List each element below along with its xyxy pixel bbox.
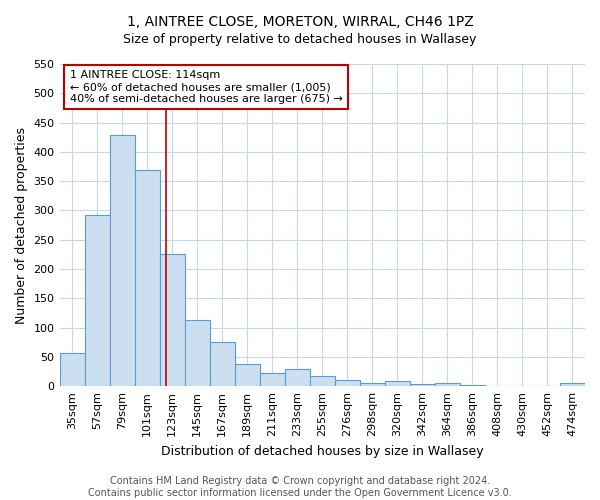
Bar bbox=[260, 374, 285, 386]
Text: Contains HM Land Registry data © Crown copyright and database right 2024.
Contai: Contains HM Land Registry data © Crown c… bbox=[88, 476, 512, 498]
Bar bbox=[385, 382, 410, 386]
Bar bbox=[460, 385, 485, 386]
Y-axis label: Number of detached properties: Number of detached properties bbox=[15, 126, 28, 324]
Bar bbox=[410, 384, 435, 386]
Bar bbox=[435, 384, 460, 386]
Bar bbox=[134, 170, 160, 386]
Bar bbox=[310, 376, 335, 386]
Bar bbox=[209, 342, 235, 386]
Text: 1 AINTREE CLOSE: 114sqm
← 60% of detached houses are smaller (1,005)
40% of semi: 1 AINTREE CLOSE: 114sqm ← 60% of detache… bbox=[70, 70, 343, 104]
Text: 1, AINTREE CLOSE, MORETON, WIRRAL, CH46 1PZ: 1, AINTREE CLOSE, MORETON, WIRRAL, CH46 … bbox=[127, 15, 473, 29]
Bar bbox=[110, 136, 134, 386]
Bar bbox=[160, 254, 185, 386]
Bar bbox=[59, 353, 85, 386]
Bar bbox=[360, 384, 385, 386]
Text: Size of property relative to detached houses in Wallasey: Size of property relative to detached ho… bbox=[124, 32, 476, 46]
Bar bbox=[560, 384, 585, 386]
Bar bbox=[85, 214, 110, 386]
Bar bbox=[335, 380, 360, 386]
Bar bbox=[185, 320, 209, 386]
Bar bbox=[285, 368, 310, 386]
Bar bbox=[235, 364, 260, 386]
X-axis label: Distribution of detached houses by size in Wallasey: Distribution of detached houses by size … bbox=[161, 444, 484, 458]
